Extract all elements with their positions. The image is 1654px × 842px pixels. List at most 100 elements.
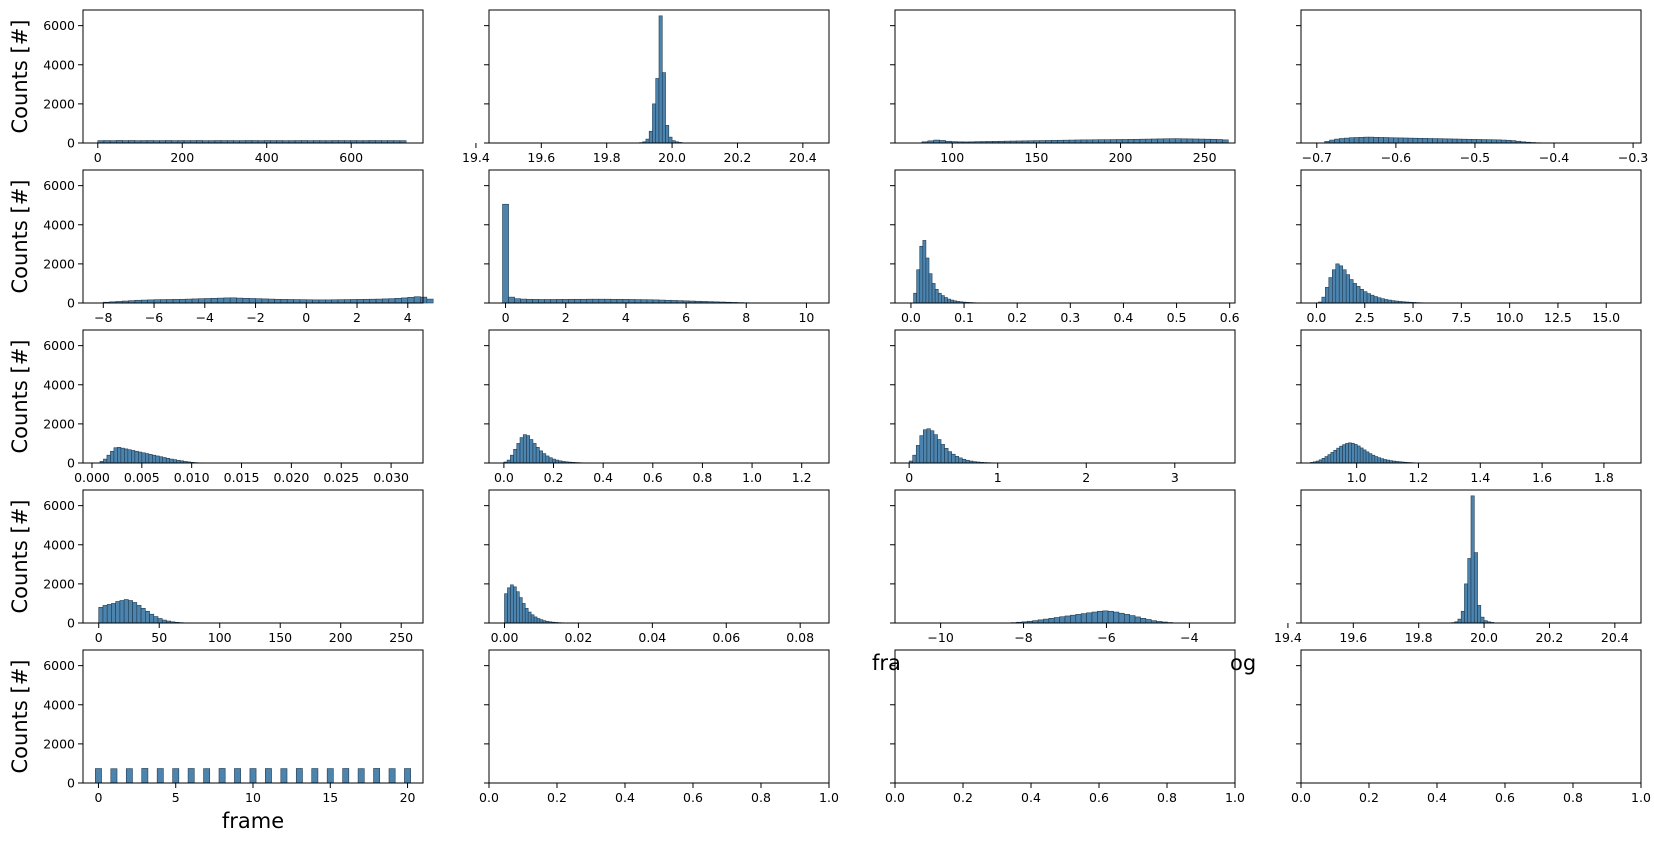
histogram-bar <box>542 453 547 464</box>
histogram-bar <box>1388 137 1394 144</box>
histogram-bar <box>916 269 921 304</box>
histogram-bar <box>622 299 630 304</box>
histogram-bar <box>1157 138 1164 144</box>
histogram-bar <box>293 299 301 304</box>
x-tick-label: 0.0 <box>494 470 514 485</box>
x-tick-label: 0.1 <box>954 310 974 325</box>
histogram-bar <box>404 768 411 784</box>
x-tick-label: 0.020 <box>273 470 309 485</box>
histogram-bar <box>274 298 282 304</box>
x-tick-label: 20.4 <box>789 150 817 165</box>
x-tick-label: −0.6 <box>1381 150 1411 165</box>
histogram-bar <box>1345 443 1349 464</box>
histogram-bar <box>1327 454 1332 464</box>
x-tick-label: 0.025 <box>323 470 359 485</box>
x-tick-label: 150 <box>1024 150 1048 165</box>
histogram-bar <box>586 298 594 304</box>
histogram-bar <box>217 297 225 304</box>
histogram-bar <box>1359 289 1364 304</box>
x-tick-label: −2 <box>246 310 264 325</box>
histogram-bar <box>668 136 673 144</box>
histogram-bar <box>1102 610 1109 624</box>
histogram-bar <box>652 103 657 144</box>
x-tick-label: 0 <box>94 790 102 805</box>
x-tick-label: 0.4 <box>1021 790 1041 805</box>
y-tick-label: 2000 <box>43 416 75 431</box>
histogram-bar <box>160 299 168 304</box>
histogram-bar <box>1053 617 1060 624</box>
y-tick-label: 4000 <box>43 57 75 72</box>
histogram-bar <box>944 297 948 304</box>
axes-frame <box>1300 329 1642 464</box>
axes-frame <box>82 169 424 304</box>
axes-frame <box>488 489 830 624</box>
subplot-r5-c2: 0.0 0.2 0.4 0.6 0.8 1.0 <box>479 649 839 805</box>
histogram-bar <box>357 768 365 784</box>
x-tick-label: 19.8 <box>593 150 621 165</box>
histogram-bar <box>922 240 927 304</box>
histogram-bar <box>1368 453 1373 464</box>
histogram-bar <box>634 299 642 304</box>
histogram-bar <box>1349 279 1354 304</box>
x-tick-label: 5.0 <box>1403 310 1423 325</box>
histogram-bar <box>513 586 517 624</box>
histogram-bar <box>1328 277 1333 304</box>
x-tick-label: 1.0 <box>1347 470 1367 485</box>
histogram-bar <box>255 298 263 304</box>
x-tick-label: 0.030 <box>373 470 409 485</box>
histogram-bar <box>1180 138 1188 144</box>
y-tick-label: 4000 <box>43 537 75 552</box>
histogram-bar <box>1127 139 1135 144</box>
histogram-bar <box>658 15 663 144</box>
histogram-bar <box>1473 552 1478 624</box>
x-tick-label: 0 <box>905 470 913 485</box>
histogram-bar <box>568 298 576 304</box>
x-tick-label: 0 <box>94 150 102 165</box>
histogram-bar <box>1334 138 1340 144</box>
axes-frame <box>488 169 830 304</box>
histogram-bar <box>958 457 963 464</box>
histogram-bar <box>1321 458 1326 464</box>
histogram-bar <box>665 125 670 144</box>
histogram-bar <box>520 298 527 304</box>
x-tick-label: 0.000 <box>74 470 110 485</box>
y-tick-label: 2000 <box>43 576 75 591</box>
histogram-bar <box>1422 138 1428 144</box>
x-tick-label: 0.4 <box>1113 310 1133 325</box>
x-tick-label: 0.8 <box>692 470 712 485</box>
histogram-bar <box>229 297 237 304</box>
histogram-bar <box>1345 274 1350 304</box>
y-tick-label: 4000 <box>43 217 75 232</box>
histogram-bar <box>1123 614 1130 624</box>
histogram-bar <box>1461 138 1468 144</box>
histogram-bar <box>113 447 118 464</box>
histogram-bar <box>1174 138 1182 144</box>
histogram-bar <box>1351 442 1355 464</box>
y-tick-label: 2000 <box>43 96 75 111</box>
histogram-bar <box>356 299 364 304</box>
axes-frame <box>1300 169 1642 304</box>
x-tick-label: 3 <box>1171 470 1179 485</box>
histogram-bar <box>1324 456 1329 464</box>
y-tick-label: 2000 <box>43 256 75 271</box>
histogram-bar <box>1048 618 1055 624</box>
histogram-bar <box>1427 138 1433 144</box>
x-tick-label: 8 <box>742 310 750 325</box>
histogram-bar <box>1378 137 1384 144</box>
histogram-bar <box>548 457 553 464</box>
x-tick-label: 2.5 <box>1355 310 1375 325</box>
x-tick-label: −8 <box>94 310 112 325</box>
axes-frame <box>82 649 424 784</box>
histogram-bar <box>526 298 533 304</box>
y-axis-label: Counts [#] <box>8 660 32 774</box>
histogram-bar <box>1470 495 1475 624</box>
histogram-bar <box>919 245 924 304</box>
histogram-bar <box>179 298 187 304</box>
histogram-bar <box>1110 139 1117 144</box>
histogram-bar <box>152 454 157 464</box>
histogram-bar <box>1107 610 1114 624</box>
subplot-r4-c2: 0.00 0.02 0.04 0.06 0.08 <box>484 489 830 645</box>
y-tick-label: 6000 <box>43 658 75 673</box>
x-tick-label: 1.8 <box>1594 470 1614 485</box>
